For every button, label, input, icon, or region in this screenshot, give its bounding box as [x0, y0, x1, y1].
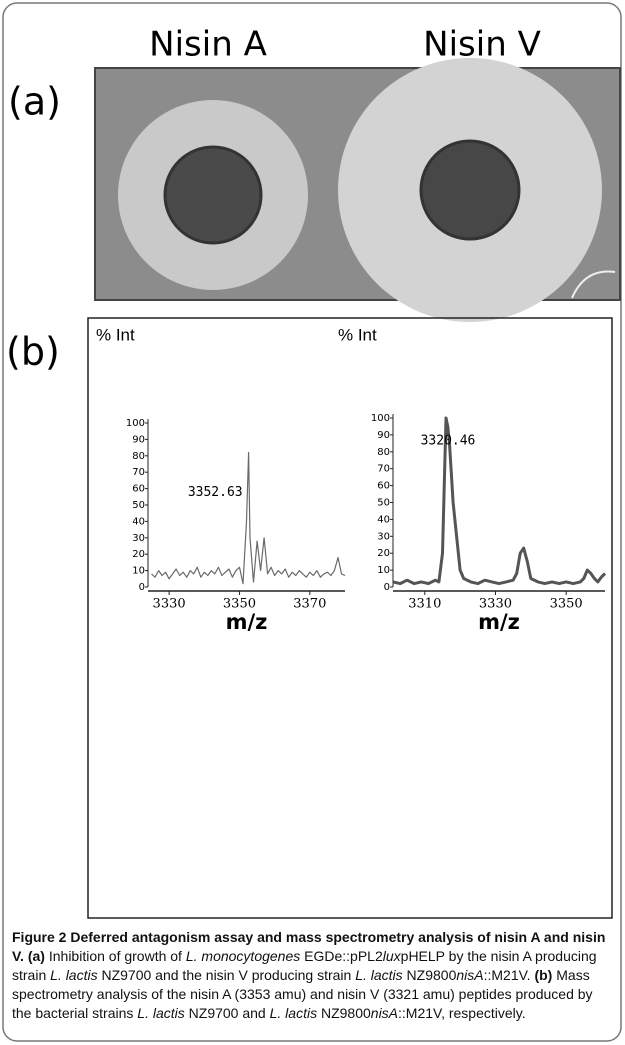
y-tick-label: 70 [377, 464, 390, 475]
scratch [571, 270, 616, 299]
x-tick-label: 3350 [550, 597, 583, 612]
caption-run: ::M21V. [483, 967, 535, 983]
caption-run: ::M21V, respectively. [398, 1005, 526, 1021]
caption-run: L. monocytogenes [185, 948, 301, 964]
caption: Figure 2 Deferred antagonism assay and m… [12, 928, 612, 1023]
well [163, 145, 263, 245]
x-axis-label: m/z [226, 610, 268, 634]
caption-run: L. lactis [137, 1005, 185, 1021]
caption-run: pHELP by the nisin A producing strain [12, 948, 597, 983]
caption-run: L. lactis [50, 967, 98, 983]
caption-run: Figure 2 Deferred antagonism assay and m… [12, 929, 606, 964]
y-axis-label: % Int [96, 325, 135, 344]
y-tick-label: 10 [132, 566, 145, 577]
y-tick-label: 90 [132, 434, 145, 445]
caption-run: lux [382, 948, 401, 964]
y-tick-label: 10 [377, 565, 390, 576]
spectrum-line [151, 451, 346, 585]
x-tick-label: 3370 [293, 597, 326, 612]
caption-run: nisA [370, 1005, 399, 1021]
y-tick-label: 90 [377, 430, 390, 441]
y-tick-label: 60 [377, 481, 390, 492]
y-tick-label: 20 [377, 548, 390, 559]
y-tick-label: 50 [132, 500, 145, 511]
y-tick-label: 70 [132, 467, 145, 478]
x-tick-label: 3310 [408, 597, 441, 612]
caption-run: NZ9800 [317, 1005, 371, 1021]
y-tick-label: 30 [132, 533, 145, 544]
y-tick-label: 100 [126, 418, 145, 429]
caption-run: EGDe::pPL2 [300, 948, 383, 964]
panel-b-frame [87, 317, 613, 919]
panel-header: Nisin V [423, 25, 541, 65]
y-tick-label: 100 [371, 413, 390, 424]
caption-run: L. lactis [269, 1005, 318, 1021]
caption-run: nisA [456, 967, 484, 983]
peak-annotation: 3320.46 [421, 434, 476, 449]
y-tick-label: 0 [384, 582, 390, 593]
y-tick-label: 20 [132, 549, 145, 560]
caption-run: NZ9700 and [184, 1005, 270, 1021]
caption-run: NZ9700 and the nisin V producing strain [97, 967, 356, 983]
y-tick-label: 0 [139, 582, 145, 593]
caption-run: L. lactis [355, 967, 403, 983]
caption-run: Mass spectrometry analysis of the nisin … [12, 967, 593, 1021]
caption-run: NZ9800 [402, 967, 457, 983]
caption-run: (a) [27, 948, 45, 964]
y-tick-label: 40 [377, 514, 390, 525]
panel-label: (a) [8, 80, 61, 124]
y-tick-label: 80 [132, 451, 145, 462]
x-tick-label: 3330 [479, 597, 512, 612]
spectrum-line [392, 416, 607, 586]
panel-header: Nisin A [149, 25, 267, 65]
caption-run: (b) [534, 967, 553, 983]
y-tick-label: 30 [377, 531, 390, 542]
caption-run: Inhibition of growth of [44, 948, 186, 964]
peak-annotation: 3352.63 [188, 485, 243, 500]
y-axis-label: % Int [338, 325, 377, 344]
y-tick-label: 60 [132, 484, 145, 495]
y-tick-label: 50 [377, 498, 390, 509]
y-tick-label: 80 [377, 447, 390, 458]
y-tick-label: 40 [132, 516, 145, 527]
x-tick-label: 3350 [223, 597, 256, 612]
x-tick-label: 3330 [153, 597, 186, 612]
well [419, 139, 521, 241]
x-axis-label: m/z [478, 610, 520, 634]
panel-label: (b) [6, 330, 60, 374]
